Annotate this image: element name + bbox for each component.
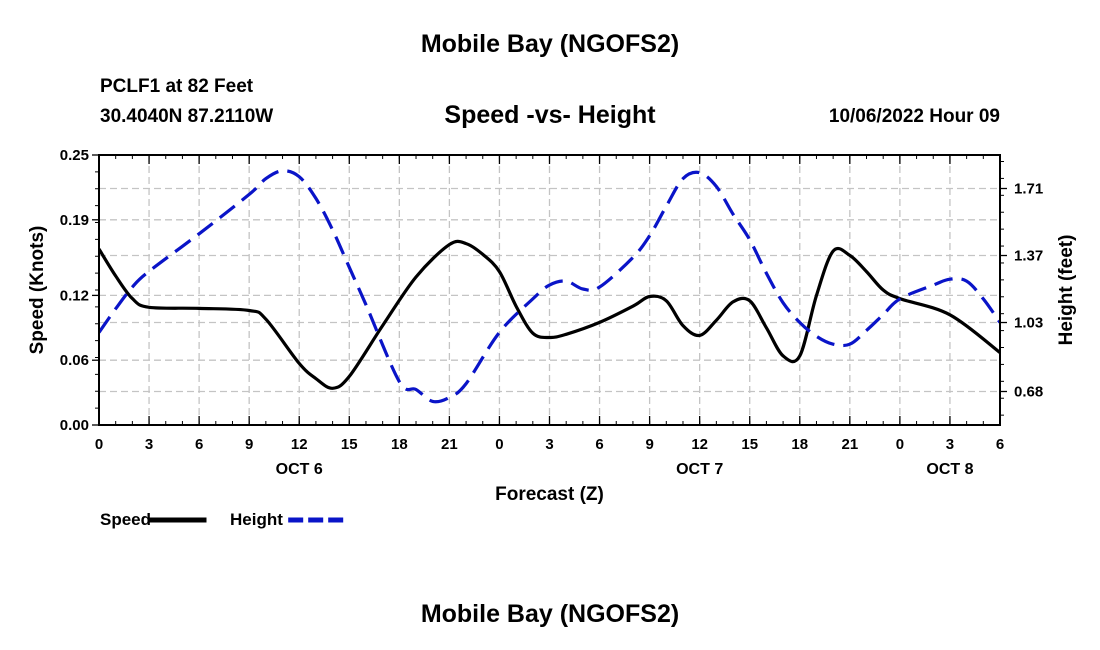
x-tick-label: 18 (791, 436, 808, 453)
plot-frame (98, 154, 1001, 426)
data-series (99, 169, 1000, 404)
y2-axis-title: Height (feet) (1056, 235, 1077, 346)
day-label: OCT 8 (926, 461, 973, 478)
axis-labels: 0 3 6 9 12 15 18 21 0 3 6 9 12 15 18 21 0 3 6 0.00 0.06 0.12 0… (27, 147, 1077, 505)
x-tick-label: 12 (691, 436, 708, 453)
x-tick-label: 3 (545, 436, 553, 453)
legend: Speed Height (100, 510, 349, 529)
chart-subtitle: Speed -vs- Height (444, 101, 656, 129)
x-tick-label: 18 (391, 436, 408, 453)
x-tick-label: 21 (841, 436, 858, 453)
x-tick-label: 21 (441, 436, 458, 453)
x-tick-label: 12 (291, 436, 308, 453)
station-label: PCLF1 at 82 Feet (100, 76, 254, 97)
legend-label-speed: Speed (100, 510, 151, 529)
x-tick-label: 6 (595, 436, 603, 453)
x-axis-title: Forecast (Z) (495, 484, 604, 505)
height-series-line (99, 169, 1000, 404)
y2-tick-label: 1.71 (1014, 181, 1043, 198)
legend-label-height: Height (230, 510, 283, 529)
x-tick-label: 6 (996, 436, 1004, 453)
forecast-datetime: 10/06/2022 Hour 09 (828, 106, 1000, 127)
x-tick-label: 9 (645, 436, 653, 453)
y-tick-label: 0.19 (60, 212, 89, 229)
day-label: OCT 6 (276, 461, 323, 478)
x-tick-label: 0 (896, 436, 904, 453)
x-tick-label: 15 (341, 436, 358, 453)
y2-tick-label: 0.68 (1014, 383, 1043, 400)
x-tick-label: 9 (245, 436, 253, 453)
footer-title: Mobile Bay (NGOFS2) (420, 600, 680, 628)
x-tick-label: 6 (195, 436, 203, 453)
grid-lines (98, 154, 1001, 426)
y-tick-label: 0.00 (60, 417, 89, 434)
y-tick-label: 0.12 (60, 287, 89, 304)
day-label: OCT 7 (676, 461, 723, 478)
y-axis-title: Speed (Knots) (27, 226, 48, 355)
chart-title: Mobile Bay (NGOFS2) (420, 30, 680, 58)
x-tick-label: 3 (946, 436, 954, 453)
x-tick-label: 0 (95, 436, 103, 453)
x-tick-label: 15 (741, 436, 758, 453)
y2-tick-label: 1.03 (1014, 315, 1043, 332)
coordinates-label: 30.4040N 87.2110W (100, 106, 274, 127)
speed-series-line (99, 239, 1000, 390)
y-tick-label: 0.06 (60, 352, 89, 369)
y2-tick-label: 1.37 (1014, 248, 1043, 265)
y-tick-label: 0.25 (60, 147, 89, 164)
x-tick-label: 3 (145, 436, 153, 453)
x-tick-label: 0 (495, 436, 503, 453)
